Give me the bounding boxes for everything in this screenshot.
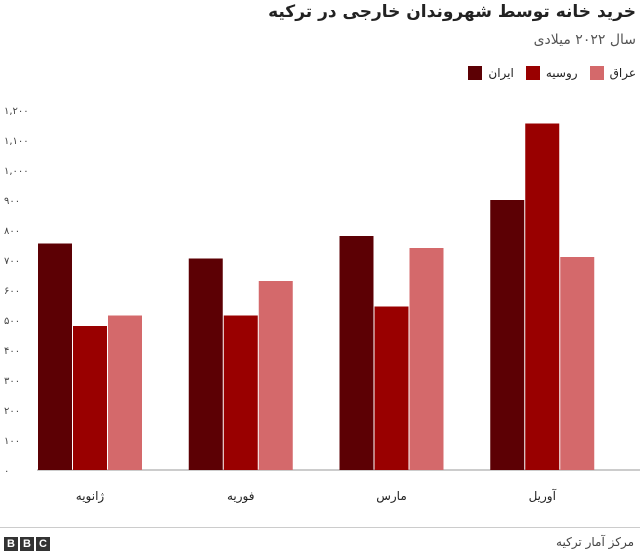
legend-label-iraq: عراق (609, 66, 636, 80)
bar-russia (73, 326, 107, 470)
bbc-logo: B B C (4, 537, 50, 551)
y-tick-label: ۸۰۰ (4, 226, 20, 237)
y-tick-label: ۹۰۰ (4, 196, 20, 207)
legend-swatch-iran (468, 66, 483, 80)
chart-subtitle: سال ۲۰۲۲ میلادی (533, 32, 636, 48)
y-tick-label: ۰ (4, 466, 9, 477)
bar-iraq (409, 248, 444, 470)
bar-russia (223, 315, 258, 470)
bar-iran (490, 200, 525, 470)
bar-iraq (258, 281, 293, 470)
legend-item-russia: روسیه (525, 66, 578, 80)
bbc-logo-letter: B (4, 537, 18, 551)
legend-item-iraq: عراق (589, 66, 636, 80)
chart-title: خرید خانه توسط شهروندان خارجی در ترکیه (268, 2, 636, 22)
footer-divider (0, 527, 640, 528)
bar-russia (525, 123, 560, 470)
legend-label-russia: روسیه (545, 66, 578, 80)
chart-legend: ایران روسیه عراق (468, 66, 636, 80)
y-tick-label: ۱,۲۰۰ (4, 106, 29, 117)
x-tick-label: مارس (376, 489, 407, 504)
x-tick-label: آوریل (529, 488, 557, 504)
legend-item-iran: ایران (468, 66, 514, 80)
y-tick-label: ۶۰۰ (4, 286, 20, 297)
legend-swatch-russia (525, 66, 540, 80)
y-tick-label: ۲۰۰ (4, 406, 20, 417)
bbc-logo-letter: C (36, 537, 50, 551)
y-tick-label: ۱۰۰ (4, 436, 20, 447)
bar-iraq (108, 315, 142, 470)
bbc-logo-letter: B (20, 537, 34, 551)
y-tick-label: ۴۰۰ (4, 346, 20, 357)
bar-iran (339, 236, 374, 470)
y-tick-label: ۳۰۰ (4, 376, 20, 387)
x-tick-label: فوریه (227, 489, 255, 504)
y-tick-label: ۵۰۰ (4, 316, 20, 327)
legend-swatch-iraq (589, 66, 604, 80)
y-tick-label: ۱,۱۰۰ (4, 136, 29, 147)
y-tick-label: ۷۰۰ (4, 256, 20, 267)
bar-iraq (560, 257, 595, 470)
bar-russia (374, 306, 409, 470)
source-note: مرکز آمار ترکیه (556, 535, 634, 549)
bar-iran (38, 243, 72, 470)
x-tick-label: ژانویه (76, 489, 105, 504)
legend-label-iran: ایران (488, 66, 514, 80)
bar-chart: ۰ ۱۰۰ ۲۰۰ ۳۰۰ ۴۰۰ ۵۰۰ ۶۰۰ ۷۰۰ ۸۰۰ ۹۰۰ ۱,۰۰۰ ۱,۱۰۰ ۱,… (4, 106, 640, 504)
bar-iran (188, 258, 223, 470)
y-tick-label: ۱,۰۰۰ (4, 166, 29, 177)
